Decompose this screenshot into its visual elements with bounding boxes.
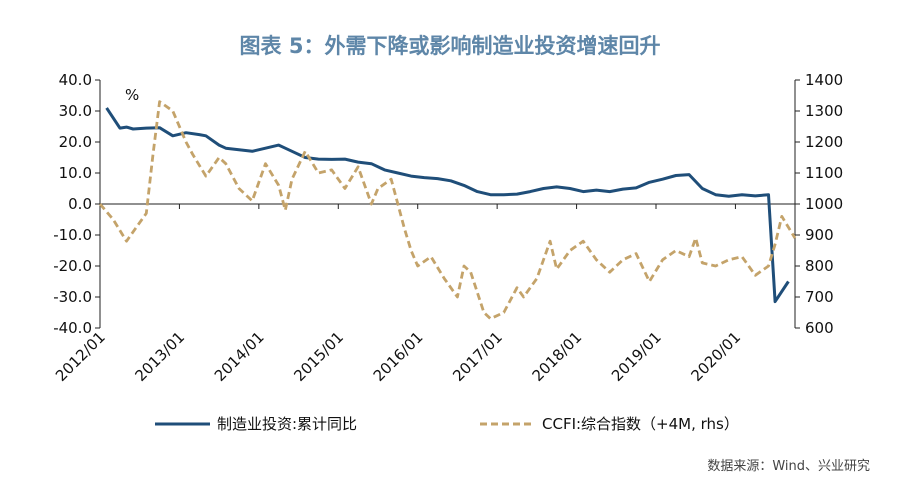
chart-title: 图表 5：外需下降或影响制造业投资增速回升 — [239, 34, 661, 58]
legend-label: 制造业投资:累计同比 — [217, 415, 357, 433]
x-tick-label: 2013/01 — [131, 328, 188, 385]
right-tick-label: 1200 — [805, 133, 843, 151]
left-axis-unit: % — [125, 86, 139, 104]
data-source-note: 数据来源：Wind、兴业研究 — [707, 459, 870, 474]
right-tick-label: 1300 — [805, 102, 843, 120]
manufacturing-investment-line — [105, 107, 790, 304]
right-tick-label: 1100 — [805, 164, 843, 182]
right-tick-label: 1000 — [805, 195, 843, 213]
left-tick-label: -10.0 — [53, 226, 92, 244]
right-tick-label: 900 — [805, 226, 834, 244]
x-tick-label: 2014/01 — [211, 328, 268, 385]
right-tick-label: 700 — [805, 288, 834, 306]
ccfi-index-line — [98, 100, 797, 321]
left-tick-label: -30.0 — [53, 288, 92, 306]
right-tick-label: 800 — [805, 257, 834, 275]
x-tick-label: 2016/01 — [370, 328, 427, 385]
x-tick-label: 2018/01 — [529, 328, 586, 385]
left-tick-label: 30.0 — [59, 102, 92, 120]
legend-label: CCFI:综合指数（+4M, rhs） — [542, 415, 739, 433]
left-tick-label: 10.0 — [59, 164, 92, 182]
left-tick-label: -40.0 — [53, 319, 92, 337]
x-tick-label: 2017/01 — [449, 328, 506, 385]
left-tick-label: 0.0 — [68, 195, 92, 213]
left-tick-label: 20.0 — [59, 133, 92, 151]
x-tick-label: 2019/01 — [608, 328, 665, 385]
right-tick-label: 1400 — [805, 71, 843, 89]
x-tick-label: 2015/01 — [290, 328, 347, 385]
left-tick-label: 40.0 — [59, 71, 92, 89]
right-tick-label: 600 — [805, 319, 834, 337]
left-tick-label: -20.0 — [53, 257, 92, 275]
x-tick-label: 2020/01 — [687, 328, 744, 385]
